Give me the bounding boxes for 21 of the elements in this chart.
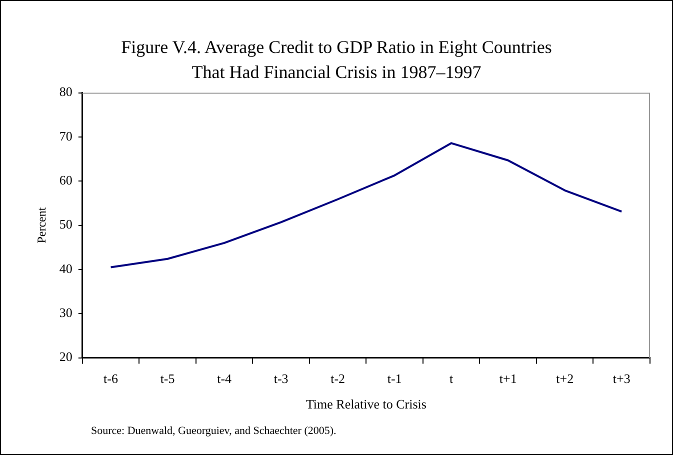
source-note: Source: Duenwald, Gueorguiev, and Schaechter (2005). [91,425,336,437]
x-tick-label: t [450,371,454,386]
y-tick-label: 20 [59,349,72,364]
y-tick-label: 60 [59,172,72,188]
chart-title: Figure V.4. Average Credit to GDP Ratio in Eight Countries That Had Financial Crisis in 1987–1997 [120,36,553,84]
y-tick-label: 80 [59,84,72,100]
y-tick-label: 70 [59,128,72,144]
x-tick-label: t-5 [160,371,175,386]
x-tick-label: t+1 [499,371,517,386]
y-tick-label: 40 [59,260,72,276]
x-tick-label: t+3 [612,371,630,386]
x-tick-label: t-3 [274,371,288,386]
x-tick-label: t-1 [387,371,402,386]
y-tick-label: 50 [59,216,72,232]
x-tick-label: t+2 [556,371,574,386]
x-tick-label: t-6 [104,371,118,386]
x-tick-label: t-4 [217,371,232,386]
x-axis-title: Time Relative to Crisis [306,396,426,412]
x-tick-label: t-2 [330,371,346,386]
y-axis-title: Percent [34,206,48,244]
y-tick-label: 30 [59,305,72,320]
